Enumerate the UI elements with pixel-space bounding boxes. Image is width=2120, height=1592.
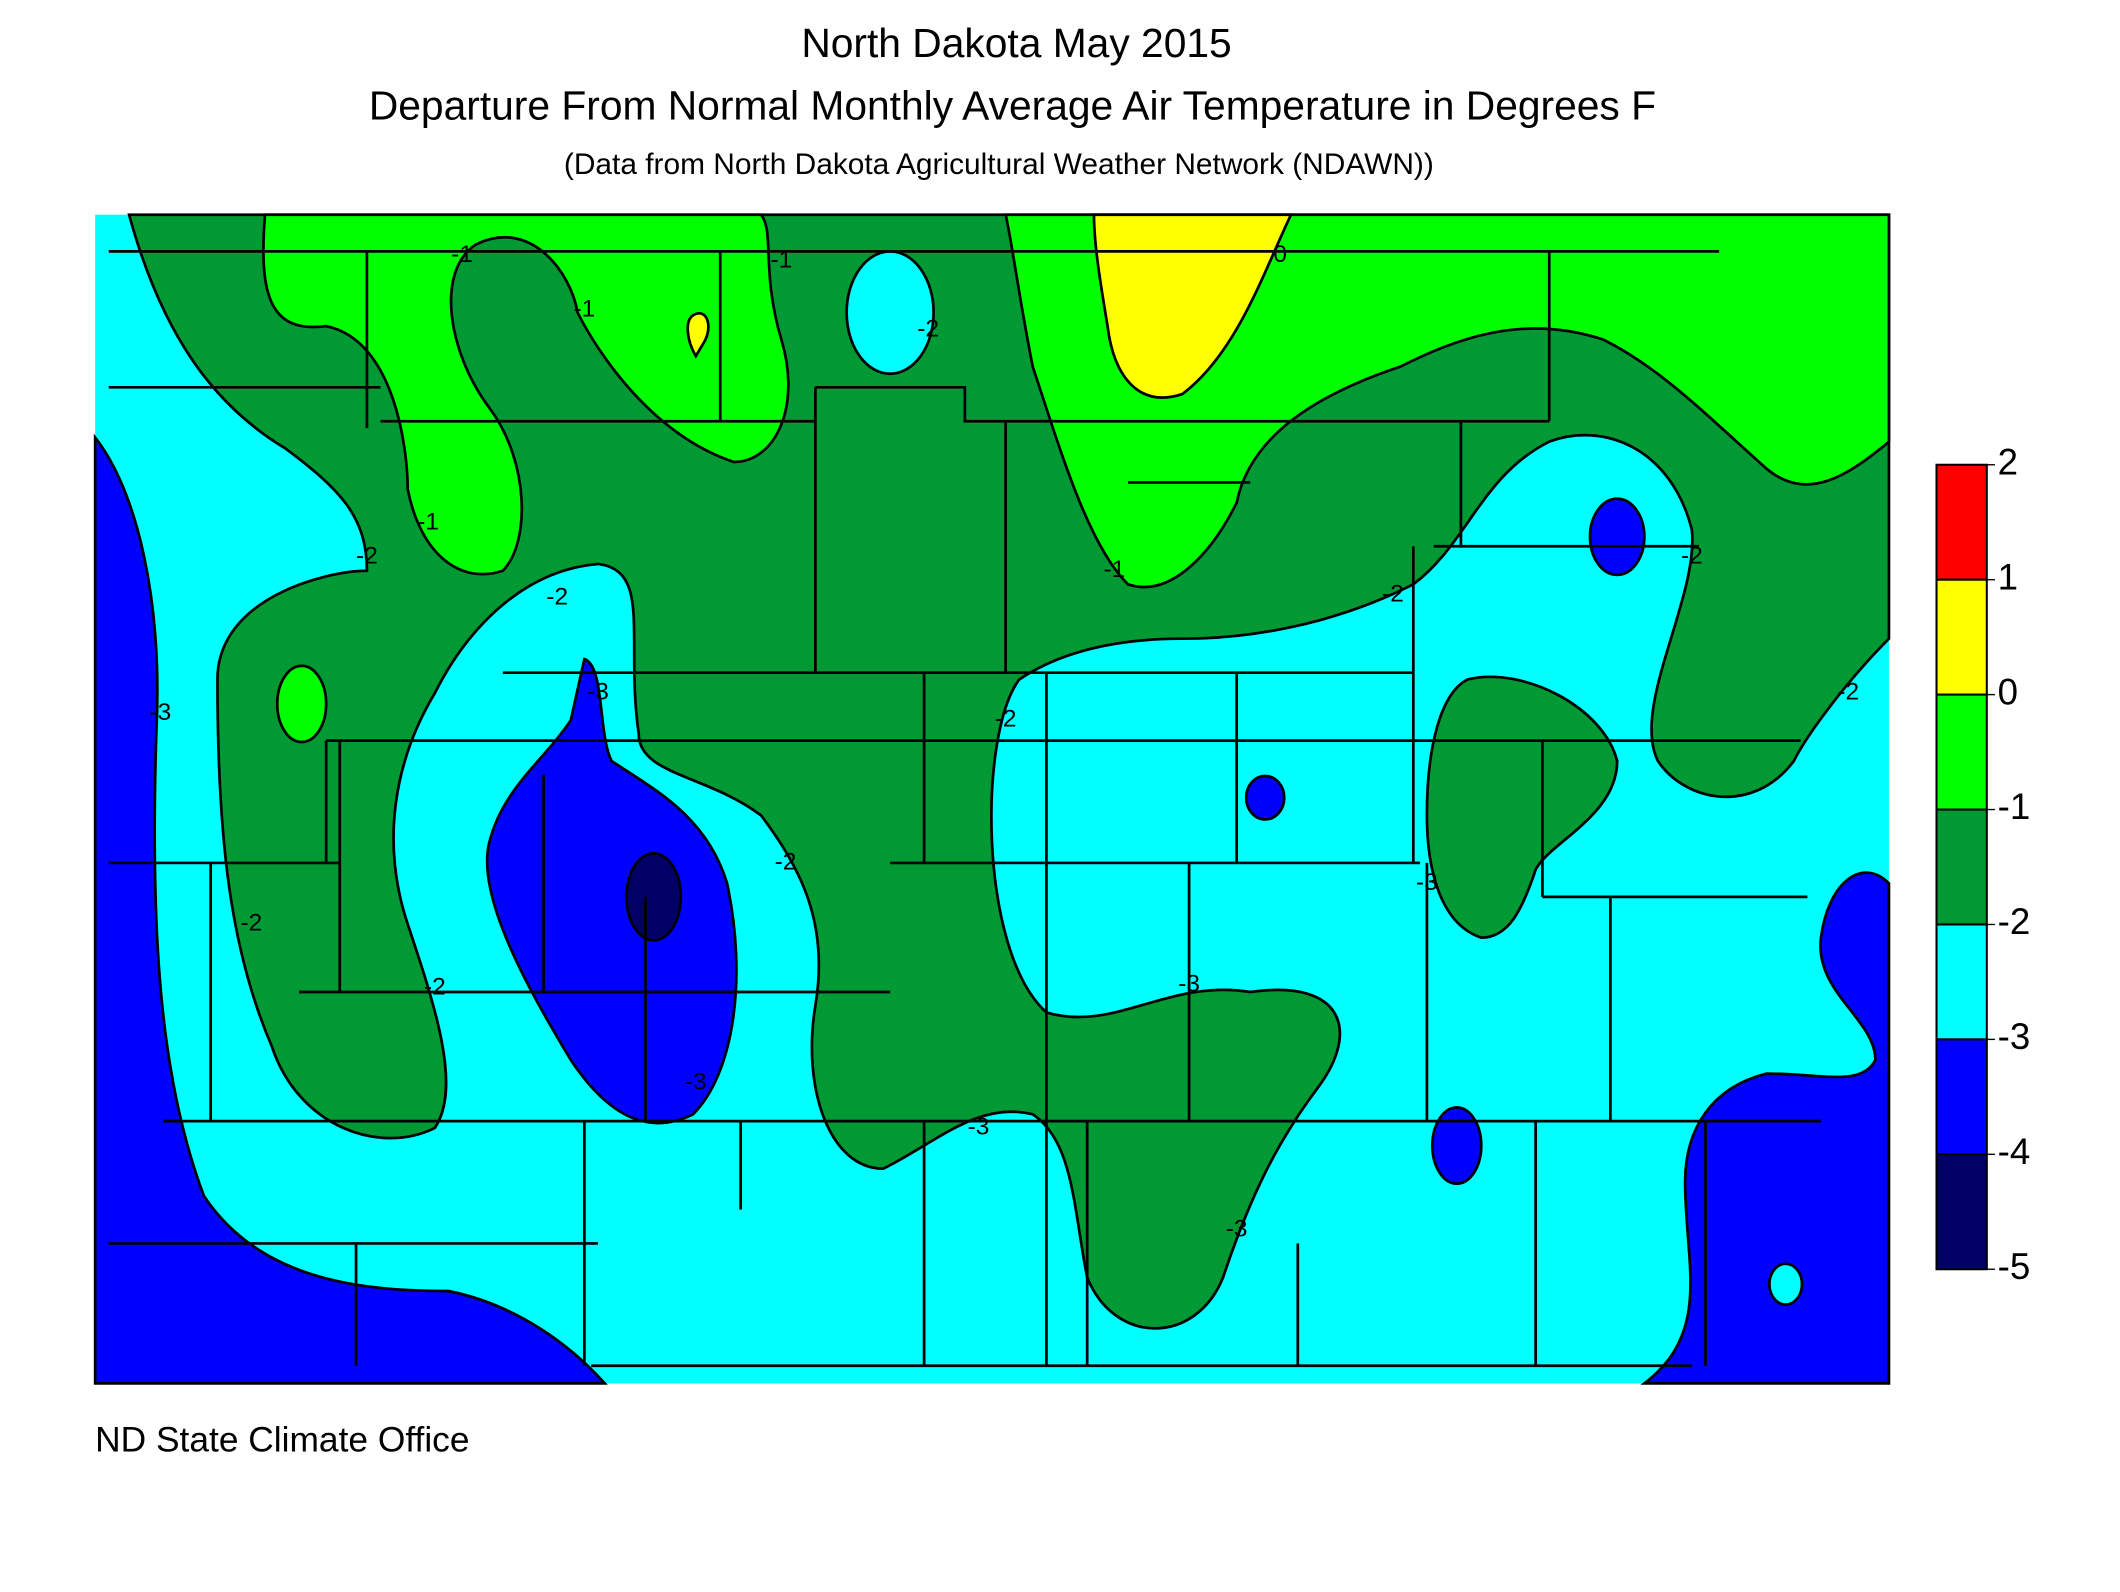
colorbar: 2 1 0 -1 -2 -3 -4 -5 (1935, 441, 2031, 1287)
contour-label: -2 (1681, 543, 1703, 570)
contour-region (1092, 213, 1294, 399)
colorbar-bin (1935, 923, 1988, 1041)
contour-label: -3 (1178, 971, 1200, 998)
contour-label: -2 (356, 543, 378, 570)
contour-label: -2 (241, 910, 263, 937)
contour-region (93, 433, 608, 1385)
colorbar-label: -2 (1998, 901, 2031, 942)
contour-region (485, 657, 738, 1125)
contour-label: -1 (417, 509, 439, 536)
contour-region (1244, 774, 1286, 821)
colorbar-bin (1935, 1038, 1988, 1156)
colorbar-bin (1935, 463, 1988, 581)
contour-label: -2 (775, 848, 797, 875)
title: North Dakota May 2015 (801, 20, 1231, 66)
contour-label: -1 (771, 246, 793, 273)
contour-label: -2 (995, 706, 1017, 733)
contour-label: -3 (150, 699, 172, 726)
contour-label: -3 (685, 1069, 707, 1096)
contour-region (845, 250, 935, 376)
contour-region (686, 312, 710, 359)
colorbar-label: -3 (1998, 1016, 2031, 1057)
contour-label: -2 (546, 583, 568, 610)
contour-region (262, 213, 790, 576)
subtitle: Departure From Normal Monthly Average Ai… (369, 83, 1656, 129)
colorbar-label: -5 (1998, 1246, 2031, 1287)
contour-label: 0 (1273, 241, 1287, 268)
source-note: (Data from North Dakota Agricultural Wea… (564, 148, 1434, 181)
contour-region (1768, 1262, 1804, 1306)
contour-region (1425, 675, 1619, 940)
contour-label: -2 (917, 316, 939, 343)
contour-region (1430, 1106, 1483, 1185)
contour-region (625, 852, 683, 942)
colorbar-label: 2 (1998, 441, 2018, 482)
contour-label: -1 (1103, 556, 1125, 583)
colorbar-label: -1 (1998, 786, 2031, 827)
footer: ND State Climate Office (95, 1420, 469, 1459)
colorbar-label: -4 (1998, 1131, 2031, 1172)
contour-label: -2 (424, 973, 446, 1000)
contour-region (275, 664, 328, 744)
colorbar-label: 1 (1998, 556, 2018, 597)
colorbar-bin (1935, 578, 1988, 696)
contour-label: -3 (1226, 1215, 1248, 1242)
contour-label: -3 (587, 679, 609, 706)
contour-label: -3 (968, 1113, 990, 1140)
colorbar-label: 0 (1998, 671, 2018, 712)
contour-region (127, 213, 1891, 1330)
colorbar-bin (1935, 808, 1988, 926)
contour-label: -1 (451, 241, 473, 268)
contour-label: -2 (1837, 679, 1859, 706)
map: -1 -1 -1 -1 -1 0 -2 -2 -2 -2 -2 -2 -2 -2 -2 -2 -3 -3 -3 -3 -… (93, 213, 1891, 1385)
colorbar-bin (1935, 693, 1988, 811)
colorbar-bin (1935, 1153, 1988, 1271)
contour-label: -2 (1382, 581, 1404, 608)
contour-region (1588, 497, 1646, 577)
county-lines (108, 250, 1822, 1368)
contour-label: -1 (573, 295, 595, 322)
contour-label: -3 (1416, 869, 1438, 896)
